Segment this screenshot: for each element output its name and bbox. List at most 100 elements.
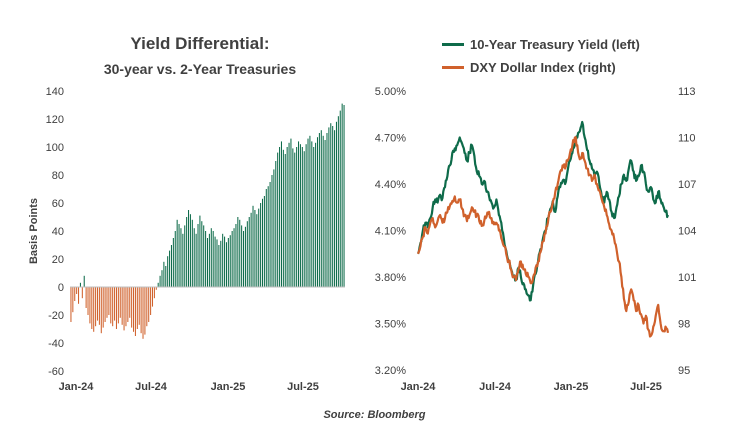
bar [244,226,246,287]
bar [110,287,112,324]
bar [279,147,281,287]
y-tick-label: -60 [48,366,64,378]
bar [231,231,233,287]
bar [301,147,303,287]
bar [96,287,99,321]
bar [100,287,102,334]
bar [119,287,121,318]
bar [104,287,106,322]
bar [72,287,74,313]
y-tick-label: 80 [52,170,64,182]
bar [261,198,264,287]
bar [78,287,80,304]
legend-entry-dxy: DXY Dollar Index (right) [442,60,616,75]
bar [169,250,171,287]
bar [123,287,125,331]
bar [151,287,154,307]
legend-label-yield: 10-Year Treasury Yield (left) [470,37,640,52]
bar [197,224,199,287]
bar [313,147,315,287]
y-tick-label: 140 [46,86,64,98]
bar [267,186,269,287]
bar [155,287,157,290]
bar [271,175,273,287]
bar [254,210,256,287]
bar [157,282,159,287]
bar [337,116,339,287]
chart-title: Yield Differential: [130,34,270,53]
bar [148,287,150,322]
bar [83,275,85,287]
bar [326,133,328,287]
bar [252,205,254,287]
bar [146,287,148,327]
bar [237,217,239,287]
y-axis-label: Basis Points [28,198,40,264]
chart-subtitle: 30-year vs. 2-Year Treasuries [103,61,297,77]
bar [243,231,245,287]
bar [138,287,140,325]
bar [309,135,311,287]
bar [184,225,186,287]
bar [280,141,282,287]
bar [98,287,100,325]
bar [298,141,300,287]
bar [330,123,332,287]
bar [159,275,161,287]
bar [206,238,209,287]
bar [328,127,330,288]
bar [220,240,222,287]
bar [170,245,172,287]
bar [117,287,119,324]
bar [102,287,104,328]
bar [134,287,136,336]
bar [121,287,123,325]
x-tick-label: Jan-25 [211,381,246,393]
legend-label-dxy: DXY Dollar Index (right) [470,60,616,75]
bar [324,140,326,287]
bar [142,287,144,339]
bar [95,287,97,327]
bar [182,233,184,287]
bar [275,161,277,287]
bar [81,287,83,299]
source-note: Source: Bloomberg [323,409,426,421]
bar [315,142,317,287]
bar [106,287,108,318]
bar [127,287,129,322]
y-tick-label: 100 [46,142,64,154]
bar [201,221,203,287]
bar [263,196,265,287]
bar [229,235,231,287]
bar [239,219,241,287]
bar [224,236,226,287]
bar [87,287,89,315]
bar [335,121,337,287]
bar [316,137,319,287]
y-tick-label: -40 [48,338,64,350]
bar [93,287,95,332]
bar [294,152,296,287]
y-tick-label: -20 [48,310,64,322]
bar [318,133,320,287]
bar [282,149,284,287]
bar [125,287,127,327]
bar [273,169,275,287]
bar [70,287,72,322]
legend-swatch-dxy [442,66,464,69]
y-tick-label: 60 [52,198,64,210]
bar [288,142,290,287]
bar [195,233,197,287]
bar [332,126,334,287]
bar [292,148,294,287]
bar [131,287,133,328]
bar [222,233,224,287]
bar [305,144,307,287]
bar [180,228,182,287]
bar [176,219,178,287]
bar [320,130,322,287]
bar [85,287,87,308]
bar [241,225,243,287]
bar [189,214,191,287]
